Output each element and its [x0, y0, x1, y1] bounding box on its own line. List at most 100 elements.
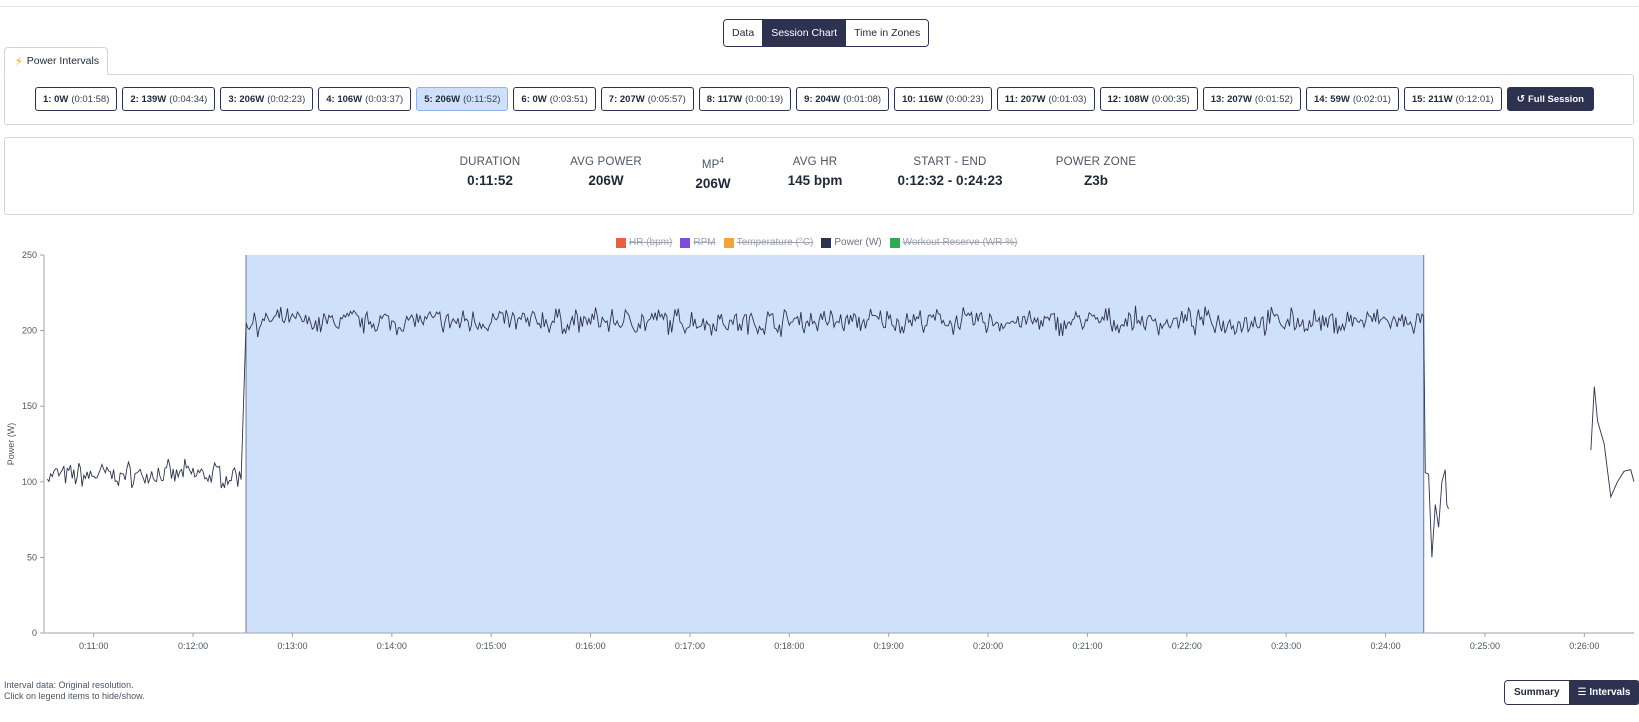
legend-item-3[interactable]: Temperature (°C) — [723, 237, 814, 248]
stat-mp: MP4 206W — [695, 156, 730, 191]
interval-label: 3: 206W — [228, 93, 265, 105]
legend-item-1[interactable]: HR (bpm) — [616, 237, 672, 248]
top-divider — [0, 6, 1639, 7]
tab-data[interactable]: Data — [724, 20, 764, 46]
tab-power-intervals-label: Power Intervals — [26, 55, 100, 67]
summary-button[interactable]: Summary — [1505, 681, 1569, 704]
legend-swatch — [821, 237, 832, 248]
interval-button-14[interactable]: 14: 59W (0:02:01) — [1305, 87, 1399, 111]
legend-label: Power (W) — [834, 237, 882, 248]
interval-label: 5: 206W — [424, 93, 461, 105]
interval-duration: (0:01:08) — [843, 93, 882, 105]
stat-mp-label-text: MP — [701, 158, 720, 171]
stat-avg-hr-label: AVG HR — [792, 156, 838, 168]
stat-duration-value: 0:11:52 — [467, 173, 513, 188]
stat-avg-hr: AVG HR 145 bpm — [788, 156, 843, 188]
y-tick-label: 250 — [22, 250, 37, 260]
stat-avg-power: AVG POWER 206W — [570, 156, 642, 188]
x-tick-label: 0:17:00 — [675, 641, 705, 651]
legend-label: HR (bpm) — [629, 237, 673, 248]
intervals-button[interactable]: ☰ Intervals — [1568, 681, 1639, 704]
power-chart: 0 50 100 150 200 250 0:11:00 0:12:00 0:13:00 0:14… — [6, 250, 1635, 651]
interval-button-6[interactable]: 6: 0W (0:03:51) — [513, 87, 596, 111]
interval-label: 4: 106W — [326, 93, 363, 105]
interval-duration: (0:02:23) — [267, 93, 306, 105]
full-session-label: Full Session — [1527, 93, 1584, 105]
interval-label: 8: 117W — [706, 93, 743, 105]
interval-button-4[interactable]: 4: 106W (0:03:37) — [318, 87, 412, 111]
interval-duration: (0:11:52) — [463, 93, 501, 105]
footnote-resolution: Interval data: Original resolution. — [4, 680, 134, 690]
x-tick-label: 0:14:00 — [377, 641, 407, 651]
interval-button-3[interactable]: 3: 206W (0:02:23) — [220, 87, 314, 111]
interval-duration: (0:05:57) — [647, 93, 686, 105]
stat-duration: DURATION 0:11:52 — [460, 156, 521, 188]
x-tick-label: 0:12:00 — [178, 641, 208, 651]
tab-time-in-zones[interactable]: Time in Zones — [846, 20, 929, 46]
interval-duration: (0:12:01) — [1455, 93, 1494, 105]
stat-start-end: START - END 0:12:32 - 0:24:23 — [897, 156, 1002, 188]
stat-avg-hr-value: 145 bpm — [787, 173, 843, 188]
reset-icon: ↺ — [1516, 93, 1525, 105]
interval-button-row: 1: 0W (0:01:58) 2: 139W (0:04:34) 3: 206W (0:… — [35, 87, 1594, 111]
stat-mp-label-sup: 4 — [719, 156, 725, 165]
tab-power-intervals[interactable]: ⚡ Power Intervals — [4, 47, 108, 75]
intervals-panel: 1: 0W (0:01:58) 2: 139W (0:04:34) 3: 206W (0:… — [4, 74, 1634, 125]
stat-start-end-label: START - END — [913, 156, 987, 168]
x-tick-label: 0:20:00 — [973, 641, 1003, 651]
legend-item-2[interactable]: RPM — [680, 237, 716, 248]
y-tick-label: 200 — [22, 326, 37, 336]
interval-button-12[interactable]: 12: 108W (0:00:35) — [1099, 87, 1198, 111]
selected-interval-region — [246, 255, 1424, 633]
interval-button-15[interactable]: 15: 211W (0:12:01) — [1403, 87, 1502, 111]
interval-duration: (0:00:35) — [1151, 93, 1190, 105]
intervals-button-label: Intervals — [1589, 687, 1631, 698]
tab-session-chart[interactable]: Session Chart — [763, 20, 847, 46]
stat-avg-power-value: 206W — [588, 173, 624, 188]
interval-label: 11: 207W — [1004, 93, 1046, 105]
interval-button-13[interactable]: 13: 207W (0:01:52) — [1202, 87, 1301, 111]
y-axis-label: Power (W) — [6, 423, 16, 466]
x-tick-label: 0:24:00 — [1371, 641, 1401, 651]
stat-avg-power-label: AVG POWER — [570, 156, 642, 168]
full-session-button[interactable]: ↺ Full Session — [1506, 87, 1594, 111]
interval-duration: (0:01:03) — [1048, 93, 1087, 105]
interval-button-8[interactable]: 8: 117W (0:00:19) — [698, 87, 792, 111]
x-tick-label: 0:26:00 — [1569, 641, 1599, 651]
interval-button-1[interactable]: 1: 0W (0:01:58) — [35, 87, 118, 111]
legend-label: Temperature (°C) — [736, 237, 814, 248]
x-tick-label: 0:25:00 — [1470, 641, 1500, 651]
stat-mp-value: 206W — [695, 175, 731, 191]
x-tick-label: 0:23:00 — [1271, 641, 1301, 651]
legend-item-4[interactable]: Power (W) — [821, 237, 882, 248]
interval-label: 12: 108W — [1107, 93, 1149, 105]
x-tick-label: 0:19:00 — [874, 641, 904, 651]
x-tick-label: 0:13:00 — [277, 641, 307, 651]
x-tick-label: 0:16:00 — [576, 641, 606, 651]
x-tick-label: 0:18:00 — [774, 641, 804, 651]
interval-button-10[interactable]: 10: 116W (0:00:23) — [894, 87, 992, 111]
interval-label: 2: 139W — [130, 93, 167, 105]
chart-legend: HR (bpm) RPM Temperature (°C) Power (W) Work… — [616, 237, 1017, 248]
interval-button-11[interactable]: 11: 207W (0:01:03) — [996, 87, 1095, 111]
interval-duration: (0:02:01) — [1352, 93, 1391, 105]
interval-button-2[interactable]: 2: 139W (0:04:34) — [122, 87, 216, 111]
interval-button-9[interactable]: 9: 204W (0:01:08) — [796, 87, 890, 111]
power-line — [46, 305, 1449, 558]
power-line-tail — [1590, 386, 1635, 499]
interval-label: 15: 211W — [1411, 93, 1453, 105]
x-tick-label: 0:22:00 — [1172, 641, 1202, 651]
interval-button-7[interactable]: 7: 207W (0:05:57) — [600, 87, 694, 111]
stat-duration-label: DURATION — [459, 156, 521, 168]
stat-power-zone-label: POWER ZONE — [1055, 156, 1137, 168]
interval-button-5[interactable]: 5: 206W (0:11:52) — [416, 87, 509, 111]
interval-label: 14: 59W — [1313, 93, 1350, 105]
stat-start-end-value: 0:12:32 - 0:24:23 — [897, 173, 1003, 188]
stat-mp-label: MP4 — [695, 156, 730, 171]
footnote-legend-hint: Click on legend items to hide/show. — [4, 691, 145, 701]
interval-duration: (0:03:37) — [365, 93, 404, 105]
legend-item-5[interactable]: Workout Reserve (WR %) — [889, 237, 1017, 248]
x-tick-label: 0:21:00 — [1072, 641, 1102, 651]
legend-swatch — [889, 237, 900, 248]
interval-duration: (0:04:34) — [169, 93, 208, 105]
